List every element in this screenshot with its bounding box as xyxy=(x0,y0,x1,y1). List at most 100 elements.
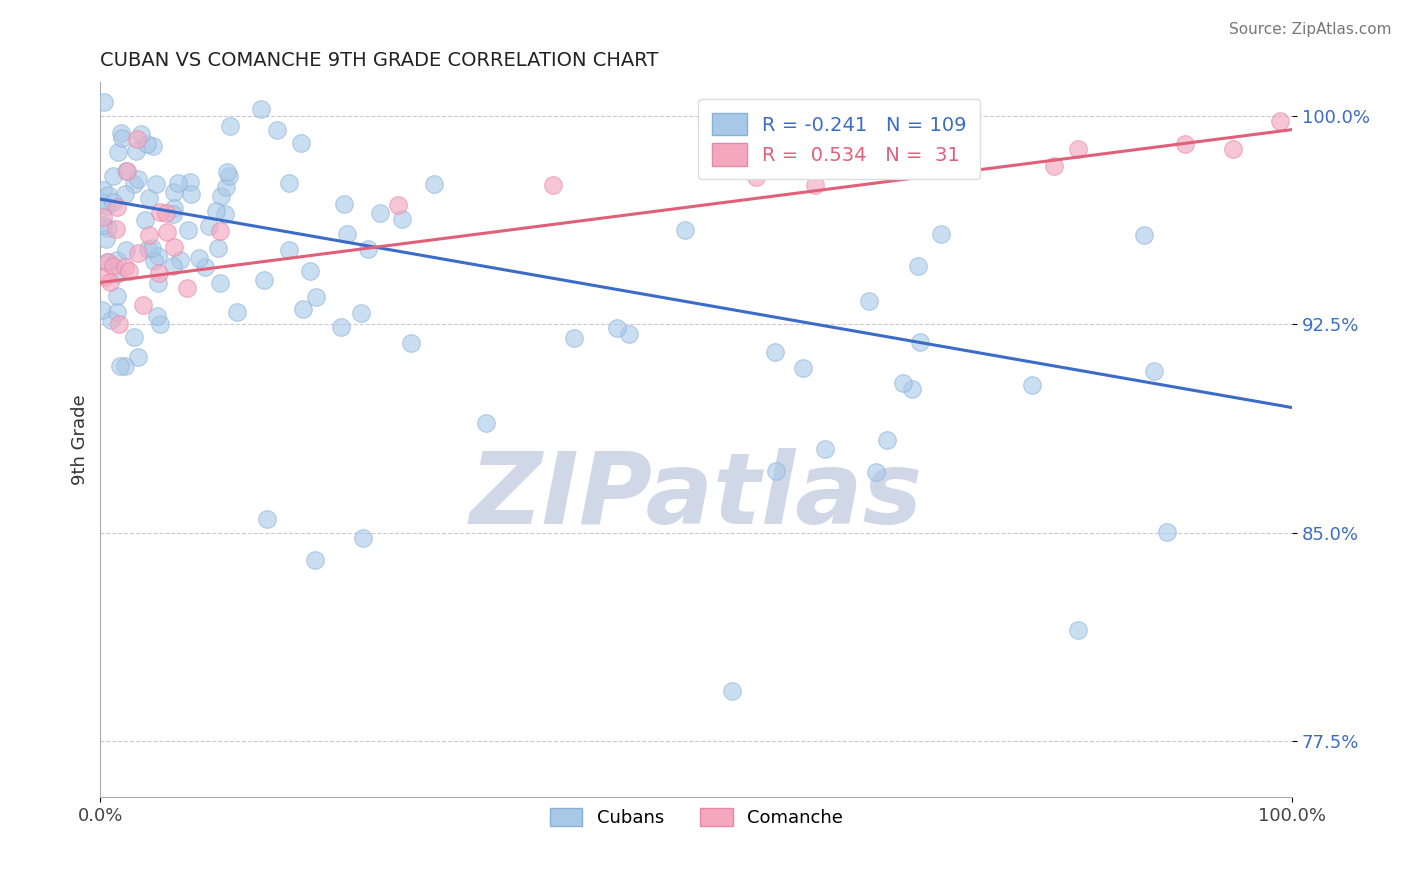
Point xyxy=(357,242,380,256)
Point xyxy=(103,259,125,273)
Point xyxy=(180,187,202,202)
Point xyxy=(96,254,118,268)
Point xyxy=(209,277,232,291)
Point xyxy=(399,335,422,350)
Point xyxy=(114,163,136,178)
Point xyxy=(146,310,169,324)
Point xyxy=(114,359,136,373)
Point xyxy=(97,221,120,235)
Point xyxy=(218,169,240,183)
Point xyxy=(423,177,446,191)
Point xyxy=(250,102,273,116)
Point xyxy=(1174,136,1197,151)
Point xyxy=(792,361,814,376)
Point xyxy=(114,260,136,274)
Point xyxy=(745,169,768,184)
Point xyxy=(721,684,744,698)
Point xyxy=(114,186,136,201)
Point xyxy=(368,205,391,219)
Point xyxy=(90,303,112,318)
Point xyxy=(94,231,117,245)
Point xyxy=(115,164,138,178)
Point xyxy=(291,301,314,316)
Point xyxy=(541,178,564,193)
Point xyxy=(93,95,115,109)
Point xyxy=(122,177,145,191)
Point xyxy=(813,442,835,456)
Text: Source: ZipAtlas.com: Source: ZipAtlas.com xyxy=(1229,22,1392,37)
Point xyxy=(142,139,165,153)
Point xyxy=(101,195,124,210)
Point xyxy=(96,255,118,269)
Point xyxy=(91,183,114,197)
Point xyxy=(1043,159,1066,173)
Point xyxy=(908,334,931,349)
Point xyxy=(214,207,236,221)
Point xyxy=(149,205,172,219)
Point xyxy=(305,290,328,304)
Point xyxy=(110,126,132,140)
Point xyxy=(163,239,186,253)
Point xyxy=(907,260,929,274)
Point xyxy=(217,165,239,179)
Point xyxy=(1270,114,1292,128)
Point xyxy=(179,175,201,189)
Text: CUBAN VS COMANCHE 9TH GRADE CORRELATION CHART: CUBAN VS COMANCHE 9TH GRADE CORRELATION … xyxy=(100,51,659,70)
Point xyxy=(107,145,129,159)
Point xyxy=(118,264,141,278)
Point xyxy=(475,416,498,430)
Point xyxy=(156,225,179,239)
Point xyxy=(162,259,184,273)
Point xyxy=(673,222,696,236)
Point xyxy=(115,243,138,257)
Point xyxy=(163,185,186,199)
Point xyxy=(138,191,160,205)
Point xyxy=(1222,142,1244,156)
Point xyxy=(266,123,288,137)
Point xyxy=(136,242,159,256)
Point xyxy=(162,207,184,221)
Point xyxy=(187,252,209,266)
Point xyxy=(169,253,191,268)
Point xyxy=(103,169,125,183)
Point xyxy=(176,281,198,295)
Point xyxy=(146,276,169,290)
Point xyxy=(108,359,131,373)
Point xyxy=(336,227,359,242)
Point xyxy=(1156,524,1178,539)
Point xyxy=(93,218,115,232)
Point xyxy=(90,194,112,209)
Point xyxy=(127,351,149,365)
Point xyxy=(131,298,153,312)
Point xyxy=(352,531,374,545)
Point xyxy=(105,305,128,319)
Point xyxy=(1066,623,1088,637)
Point xyxy=(1143,364,1166,378)
Y-axis label: 9th Grade: 9th Grade xyxy=(72,394,89,485)
Point xyxy=(931,227,953,241)
Point xyxy=(765,464,787,478)
Point xyxy=(146,250,169,264)
Point xyxy=(858,293,880,308)
Point xyxy=(298,264,321,278)
Point xyxy=(127,132,149,146)
Point xyxy=(1021,378,1043,392)
Point xyxy=(111,130,134,145)
Point xyxy=(350,306,373,320)
Point xyxy=(219,120,242,134)
Point xyxy=(96,199,118,213)
Point xyxy=(606,320,628,334)
Point xyxy=(225,305,247,319)
Point xyxy=(900,382,922,396)
Point xyxy=(391,212,413,227)
Point xyxy=(145,178,167,192)
Point xyxy=(105,268,128,282)
Point xyxy=(96,188,118,202)
Point xyxy=(209,224,232,238)
Point xyxy=(1133,227,1156,242)
Point xyxy=(125,145,148,159)
Point xyxy=(290,136,312,150)
Point xyxy=(1066,142,1088,156)
Point xyxy=(134,213,156,227)
Point xyxy=(107,253,129,268)
